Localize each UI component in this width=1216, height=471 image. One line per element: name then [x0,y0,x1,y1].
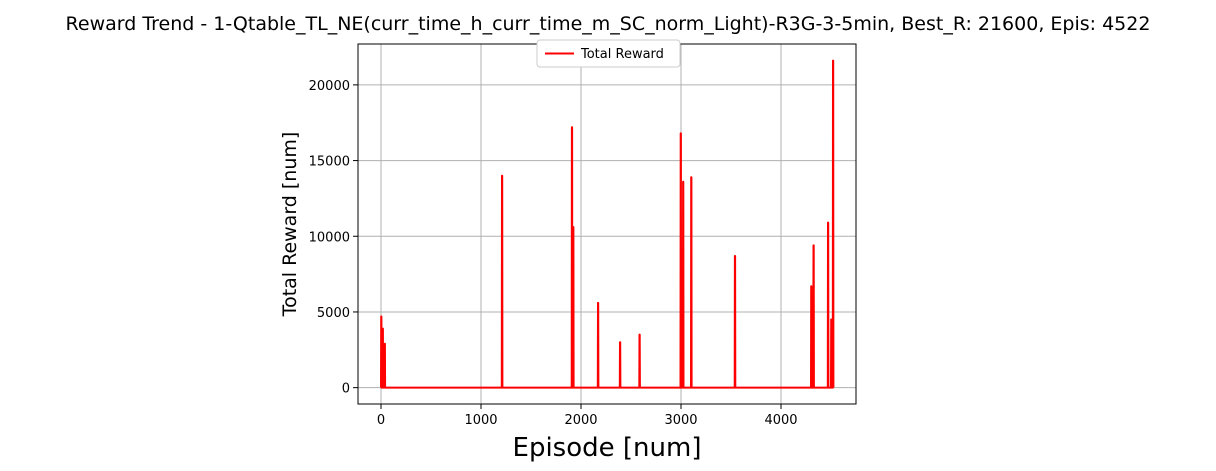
y-tick-label: 0 [342,382,350,397]
legend-label-total-reward: Total Reward [580,47,664,62]
y-axis-ticks: 0 5000 10000 15000 20000 [309,79,358,397]
x-tick-label: 1000 [464,413,497,428]
x-tick-label: 4000 [764,413,797,428]
x-tick-label: 2000 [564,413,597,428]
x-tick-label: 0 [377,413,385,428]
chart-title: Reward Trend - 1-Qtable_TL_NE(curr_time_… [66,13,1151,35]
x-axis-ticks: 0 1000 2000 3000 4000 [377,404,798,428]
x-axis-label: Episode [num] [513,433,702,463]
legend-box [536,39,681,68]
y-axis-label: Total Reward [num] [279,132,301,318]
y-tick-label: 5000 [317,306,350,321]
series-line-total-reward [380,59,835,389]
series-group [380,59,835,389]
y-tick-label: 10000 [309,230,350,245]
legend: Total Reward [536,39,681,68]
y-tick-label: 15000 [309,155,350,170]
x-tick-label: 3000 [664,413,697,428]
y-tick-label: 20000 [309,79,350,94]
